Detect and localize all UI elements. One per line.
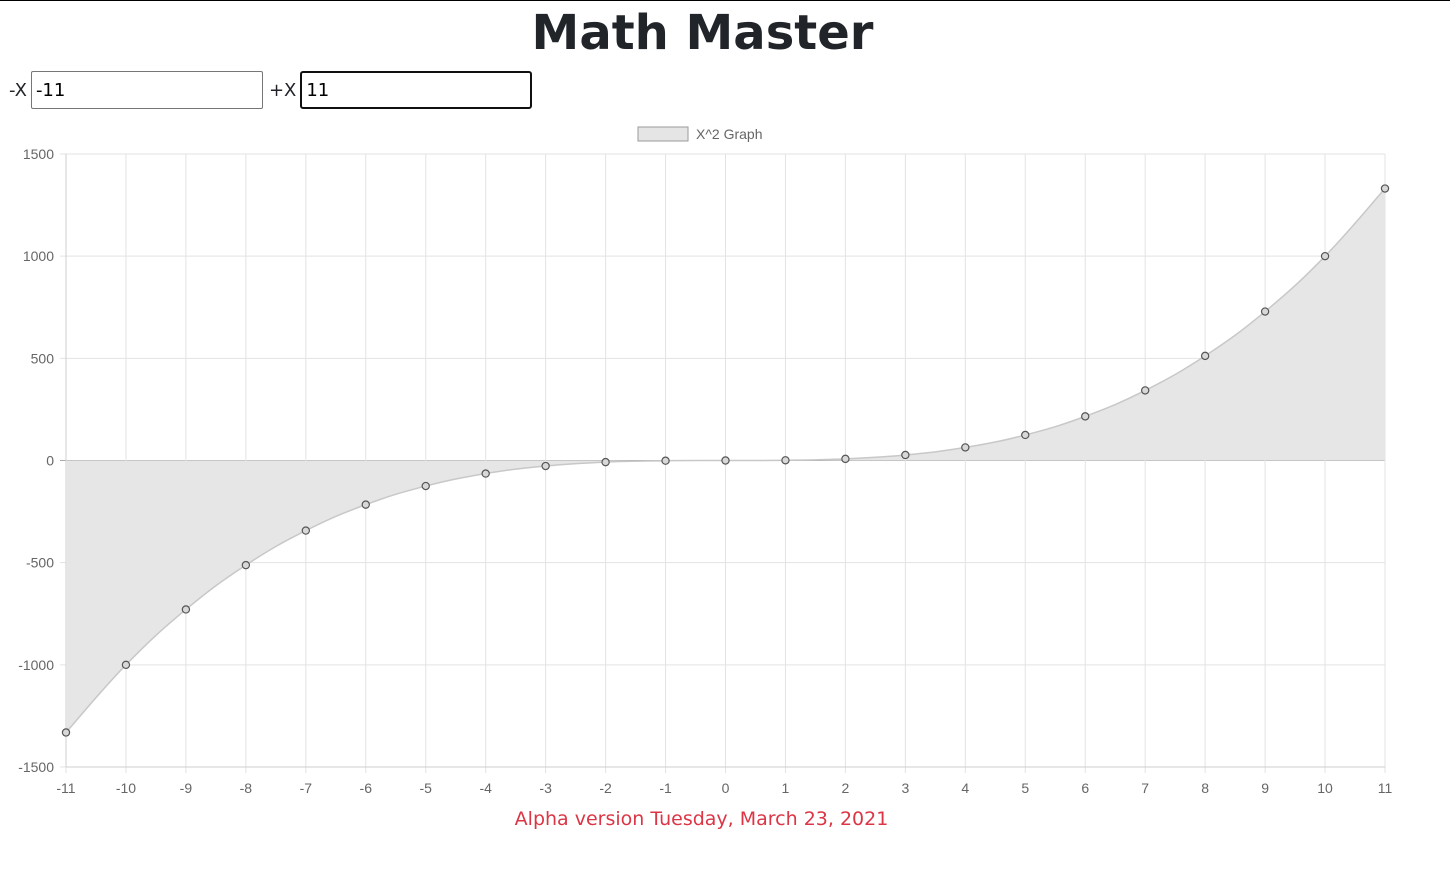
- y-tick-label: 1500: [23, 146, 54, 162]
- version-note: Alpha version Tuesday, March 23, 2021: [514, 808, 889, 830]
- data-point: [781, 456, 790, 465]
- x-tick-label: -4: [479, 780, 492, 796]
- max-x-label: +X: [268, 79, 297, 101]
- x-tick-label: -1: [659, 780, 672, 796]
- data-point: [1140, 386, 1150, 395]
- data-point: [481, 469, 490, 478]
- x-tick-label: 8: [1201, 780, 1209, 796]
- page-title: Math Master: [531, 5, 874, 61]
- data-point: [121, 660, 131, 670]
- x-tick-label: 5: [1021, 780, 1029, 796]
- x-tick-label: 1: [782, 780, 790, 796]
- data-point: [601, 457, 610, 467]
- data-point: [961, 443, 970, 452]
- range-controls: -X +X: [9, 71, 533, 109]
- y-tick-label: -500: [26, 555, 54, 571]
- data-point: [1200, 351, 1210, 361]
- y-tick-label: -1500: [18, 759, 54, 775]
- min-x-label: -X: [9, 79, 27, 101]
- max-x-input[interactable]: [300, 71, 533, 109]
- data-point: [901, 450, 910, 460]
- x-tick-label: -9: [180, 780, 193, 796]
- data-point: [541, 461, 550, 471]
- data-point: [661, 456, 670, 465]
- x-tick-label: -6: [360, 780, 373, 796]
- data-point: [61, 728, 71, 737]
- data-point: [841, 454, 850, 464]
- x-tick-label: -8: [240, 780, 253, 796]
- data-point: [301, 526, 311, 535]
- x-tick-label: -7: [300, 780, 313, 796]
- x-tick-label: -11: [56, 780, 75, 796]
- legend-label: X^2 Graph: [696, 126, 763, 142]
- x-tick-label: -2: [599, 780, 612, 796]
- top-rule: [0, 0, 1450, 1]
- y-tick-label: 1000: [23, 248, 54, 264]
- data-point: [421, 481, 430, 491]
- x-tick-label: 6: [1081, 780, 1089, 796]
- x-tick-label: 11: [1378, 780, 1393, 796]
- x-tick-label: 10: [1317, 780, 1333, 796]
- x-tick-label: 9: [1261, 780, 1269, 796]
- legend-swatch: [637, 126, 689, 142]
- x-tick-label: 7: [1141, 780, 1149, 796]
- x-tick-label: 2: [842, 780, 850, 796]
- x-tick-label: 3: [901, 780, 909, 796]
- x-tick-label: 0: [722, 780, 730, 796]
- data-point: [181, 605, 191, 614]
- x-tick-label: 4: [961, 780, 969, 796]
- data-point: [721, 456, 730, 465]
- data-point: [1081, 412, 1090, 421]
- min-x-input[interactable]: [30, 71, 263, 109]
- data-point: [1260, 307, 1270, 316]
- y-tick-label: 500: [31, 350, 55, 366]
- data-point: [1320, 251, 1330, 261]
- y-tick-label: 0: [46, 453, 54, 469]
- x-tick-label: -3: [539, 780, 552, 796]
- data-point: [241, 560, 251, 570]
- data-point: [1021, 430, 1030, 440]
- data-point: [361, 500, 370, 509]
- data-point: [1380, 184, 1390, 193]
- y-tick-label: -1000: [18, 657, 54, 673]
- x-tick-label: -10: [116, 780, 136, 796]
- x-tick-label: -5: [420, 780, 433, 796]
